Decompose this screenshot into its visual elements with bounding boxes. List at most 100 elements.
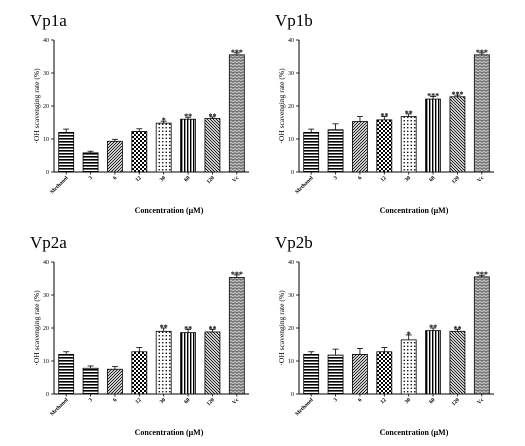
bar-methanol [303, 131, 320, 173]
y-tick-label: 10 [288, 137, 294, 143]
bar-12 [376, 351, 393, 395]
bar-120 [449, 330, 466, 395]
x-tick-label: Methanol [294, 397, 315, 418]
significance-label: ** [453, 324, 461, 333]
chart-panel-vp1b: Vp1b ·OH scavenging rate (%) Concentrati… [275, 11, 494, 215]
y-tick-label: 10 [43, 359, 49, 365]
y-tick-label: 30 [288, 71, 294, 77]
bar-12 [131, 131, 148, 173]
y-tick-label: 10 [43, 137, 49, 143]
significance-label: *** [231, 270, 243, 279]
y-tick-label: 40 [288, 260, 294, 266]
x-tick-label: 120 [206, 397, 216, 407]
bar-methanol [58, 353, 75, 395]
significance-label: ** [380, 112, 388, 121]
panel-title: Vp2a [30, 233, 67, 252]
significance-label: * [407, 330, 411, 339]
bar-3 [327, 129, 344, 173]
y-tick-label: 40 [43, 260, 49, 266]
x-tick-label: 3 [88, 175, 94, 181]
x-tick-label: Vc [476, 175, 485, 184]
y-tick-label: 0 [46, 170, 49, 176]
y-tick-label: 30 [43, 293, 49, 299]
x-tick-label: 120 [206, 175, 216, 185]
bar-methanol [303, 353, 320, 395]
x-tick-label: 3 [333, 397, 339, 403]
y-axis-title: ·OH scavenging rate (%) [277, 68, 286, 144]
panel-title: Vp1a [30, 11, 67, 30]
y-tick-label: 0 [46, 392, 49, 398]
y-tick-label: 0 [291, 170, 294, 176]
bar-3 [82, 367, 99, 395]
x-tick-label: 30 [159, 175, 167, 183]
bar-30 [155, 330, 172, 395]
y-tick-label: 20 [288, 104, 294, 110]
y-tick-label: 20 [43, 104, 49, 110]
x-tick-label: Methanol [49, 175, 70, 196]
bar-vc [473, 276, 490, 395]
bar-vc [228, 277, 245, 395]
x-tick-label: 3 [88, 397, 94, 403]
bar-vc [473, 54, 490, 173]
plot-area: 0 10 20 30 40 Methanol 3 6 12 30 * 60 ** 120 ** Vc *** [43, 38, 249, 195]
significance-label: ** [429, 323, 437, 332]
x-tick-label: 60 [183, 175, 191, 183]
chart-panel-vp2a: Vp2a ·OH scavenging rate (%) Concentrati… [30, 233, 249, 437]
x-axis-title: Concentration (μM) [380, 428, 449, 437]
x-tick-label: 120 [451, 397, 461, 407]
x-axis-title: Concentration (μM) [135, 206, 204, 215]
x-tick-label: 6 [357, 397, 363, 403]
y-axis-title: ·OH scavenging rate (%) [277, 290, 286, 366]
x-tick-label: 6 [357, 175, 363, 181]
significance-label: ** [208, 324, 216, 333]
x-axis-title: Concentration (μM) [380, 206, 449, 215]
x-tick-label: 6 [112, 175, 118, 181]
bar-30 [400, 116, 417, 173]
significance-label: ** [208, 112, 216, 121]
y-tick-label: 20 [43, 326, 49, 332]
x-tick-label: 120 [451, 175, 461, 185]
x-tick-label: 60 [428, 175, 436, 183]
bar-120 [204, 331, 221, 395]
bar-60 [180, 118, 196, 173]
bar-12 [376, 119, 393, 173]
chart-panel-vp1a: Vp1a ·OH scavenging rate (%) Concentrati… [30, 11, 249, 215]
significance-label: ** [405, 109, 413, 118]
significance-label: ** [184, 112, 192, 121]
bar-30 [155, 122, 172, 173]
bar-30 [400, 339, 417, 395]
bar-60 [180, 332, 196, 395]
significance-label: *** [476, 48, 488, 57]
x-tick-label: 6 [112, 397, 118, 403]
x-axis-title: Concentration (μM) [135, 428, 204, 437]
bar-vc [228, 54, 245, 173]
bar-methanol [58, 131, 75, 173]
bar-120 [449, 96, 466, 173]
x-tick-label: Methanol [294, 175, 315, 196]
x-tick-label: 60 [428, 397, 436, 405]
y-tick-label: 40 [288, 38, 294, 44]
x-tick-label: 30 [159, 397, 167, 405]
bar-60 [425, 330, 441, 395]
bar-12 [131, 351, 148, 395]
y-tick-label: 0 [291, 392, 294, 398]
bar-6 [107, 368, 123, 395]
x-tick-label: 30 [404, 397, 412, 405]
x-tick-label: 12 [380, 175, 388, 183]
bar-3 [327, 354, 344, 395]
y-tick-label: 20 [288, 326, 294, 332]
significance-label: *** [427, 91, 439, 100]
x-tick-label: 12 [380, 397, 388, 405]
plot-area: 0 10 20 30 40 Methanol 3 6 12 ** 30 ** 60 *** 120 *** Vc… [288, 38, 494, 195]
y-tick-label: 30 [288, 293, 294, 299]
x-tick-label: Vc [476, 397, 485, 406]
chart-panel-vp2b: Vp2b ·OH scavenging rate (%) Concentrati… [275, 233, 494, 437]
panel-title: Vp1b [275, 11, 313, 30]
bar-6 [352, 353, 368, 395]
significance-label: * [162, 116, 166, 125]
significance-label: ** [160, 323, 168, 332]
y-tick-label: 40 [43, 38, 49, 44]
x-tick-label: 12 [135, 397, 143, 405]
significance-label: *** [231, 48, 243, 57]
